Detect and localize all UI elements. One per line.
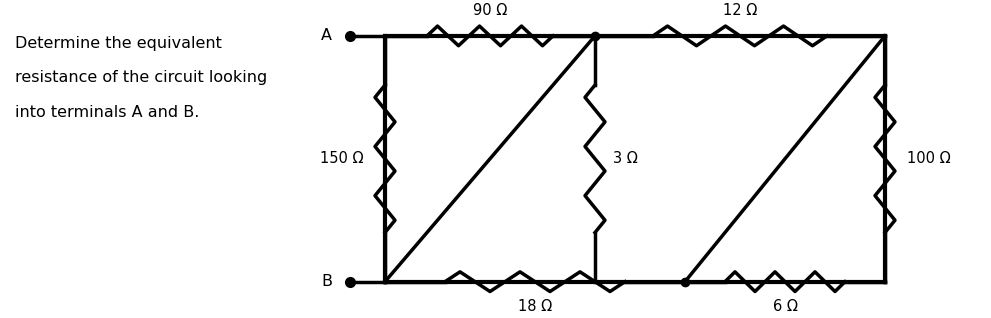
- Text: 18 Ω: 18 Ω: [518, 299, 552, 315]
- Text: resistance of the circuit looking: resistance of the circuit looking: [15, 70, 268, 85]
- Text: B: B: [321, 274, 332, 289]
- Text: 6 Ω: 6 Ω: [773, 299, 798, 315]
- Text: into terminals A and B.: into terminals A and B.: [15, 105, 199, 120]
- Text: 100 Ω: 100 Ω: [907, 151, 950, 166]
- Text: Determine the equivalent: Determine the equivalent: [15, 36, 222, 51]
- Text: 150 Ω: 150 Ω: [319, 151, 363, 166]
- Text: 12 Ω: 12 Ω: [722, 3, 757, 18]
- Text: 90 Ω: 90 Ω: [473, 3, 507, 18]
- Text: A: A: [321, 28, 332, 43]
- Text: 3 Ω: 3 Ω: [613, 151, 638, 166]
